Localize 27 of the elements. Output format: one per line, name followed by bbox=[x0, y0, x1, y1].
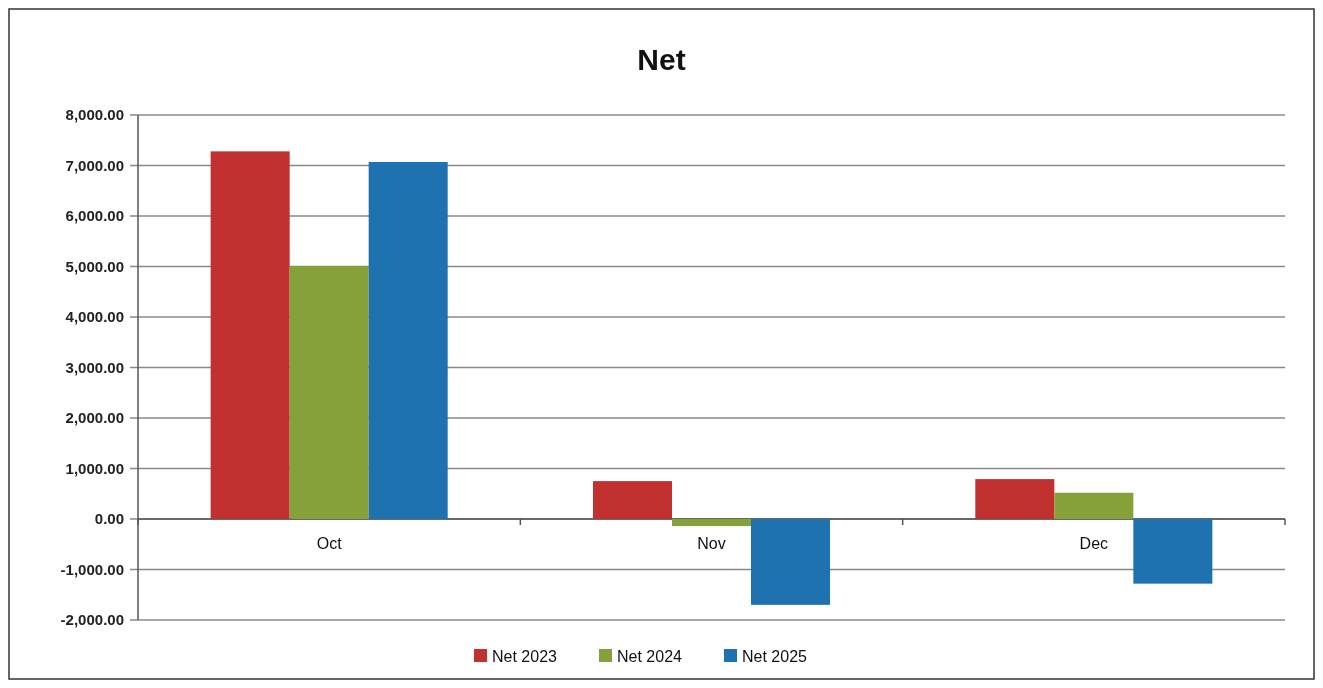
bar bbox=[592, 481, 672, 519]
chart-title: Net bbox=[637, 43, 686, 76]
bar bbox=[1054, 492, 1134, 519]
legend-label: Net 2023 bbox=[492, 647, 558, 665]
y-tick-label: 6,000.00 bbox=[65, 207, 124, 225]
bar bbox=[1133, 519, 1213, 584]
bar bbox=[975, 479, 1055, 519]
y-tick-label: 8,000.00 bbox=[65, 106, 124, 124]
y-tick-label: 0.00 bbox=[94, 510, 124, 528]
x-tick-label: Oct bbox=[316, 535, 343, 552]
x-tick-label: Nov bbox=[697, 535, 726, 552]
y-tick-label: 5,000.00 bbox=[65, 257, 124, 275]
legend-label: Net 2024 bbox=[617, 647, 683, 665]
y-tick-label: 1,000.00 bbox=[65, 459, 124, 477]
bar bbox=[210, 151, 290, 519]
y-tick-label: -2,000.00 bbox=[60, 611, 124, 629]
bar bbox=[368, 161, 448, 519]
y-tick-label: 4,000.00 bbox=[65, 308, 124, 326]
legend-label: Net 2025 bbox=[742, 647, 808, 665]
x-tick-label: Dec bbox=[1079, 535, 1109, 552]
y-tick-label: 2,000.00 bbox=[65, 409, 124, 427]
y-tick-label: -1,000.00 bbox=[60, 560, 124, 578]
bar bbox=[289, 266, 369, 519]
y-tick-label: 7,000.00 bbox=[65, 156, 124, 174]
bar bbox=[751, 519, 831, 605]
bar bbox=[671, 519, 752, 527]
y-tick-label: 3,000.00 bbox=[65, 358, 124, 376]
